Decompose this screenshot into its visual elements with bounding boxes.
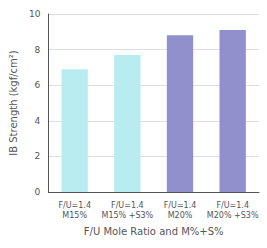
- svg-text:6: 6: [35, 80, 41, 90]
- svg-text:F/U=1.4: F/U=1.4: [216, 201, 249, 210]
- svg-text:F/U Mole Ratio and M%+S%: F/U Mole Ratio and M%+S%: [84, 226, 224, 237]
- svg-text:IB Strength (kgf/cm²): IB Strength (kgf/cm²): [8, 50, 19, 156]
- svg-text:F/U=1.4: F/U=1.4: [164, 201, 197, 210]
- svg-text:0: 0: [35, 187, 41, 197]
- svg-text:M15%: M15%: [62, 211, 87, 220]
- svg-text:F/U=1.4: F/U=1.4: [111, 201, 144, 210]
- svg-text:10: 10: [29, 9, 41, 19]
- svg-text:F/U=1.4: F/U=1.4: [58, 201, 91, 210]
- svg-text:M20%: M20%: [168, 211, 193, 220]
- svg-text:M15% +S3%: M15% +S3%: [101, 211, 153, 220]
- svg-text:4: 4: [35, 116, 41, 126]
- svg-text:M20% +S3%: M20% +S3%: [207, 211, 259, 220]
- svg-text:8: 8: [35, 45, 41, 55]
- svg-text:2: 2: [35, 151, 41, 161]
